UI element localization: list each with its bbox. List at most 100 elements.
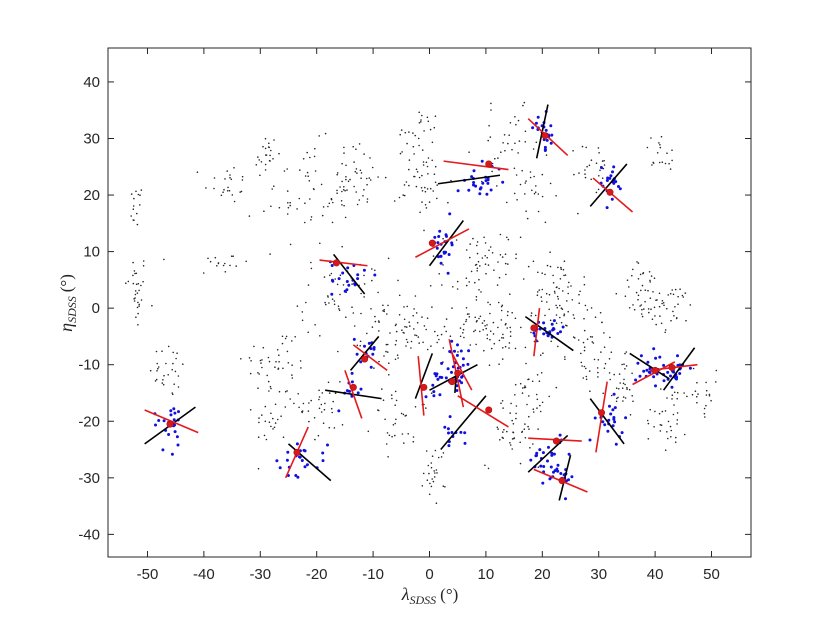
background-point [559,278,562,280]
background-point [297,393,300,395]
background-point [431,159,434,162]
background-point [491,252,494,254]
background-point [463,323,465,326]
selected-point [606,429,610,433]
background-point [582,341,585,344]
selected-point [552,327,555,330]
selected-point [556,463,560,467]
background-point [498,339,501,342]
selected-point [463,431,467,435]
background-point [440,333,443,336]
background-point [468,151,470,153]
center-marker [606,188,614,196]
background-point [387,304,389,307]
background-point [658,412,661,415]
background-point [488,364,491,367]
background-point [382,304,384,307]
background-point [660,322,663,325]
background-point [603,332,605,334]
center-marker [651,366,659,374]
background-point [321,392,324,394]
background-point [683,433,686,436]
background-point [405,181,408,183]
background-point [517,152,519,154]
background-point [555,195,557,197]
background-point [394,343,397,346]
background-point [432,480,435,483]
background-point [563,314,565,317]
background-point [489,312,491,315]
background-point [489,303,492,306]
background-point [538,289,541,291]
fit-line [527,434,569,473]
background-point [519,462,522,465]
background-point [470,270,473,273]
selected-point [532,331,536,335]
background-point [344,216,347,219]
background-point [651,164,653,166]
background-point [209,260,212,263]
alternate-line [451,353,473,391]
background-point [334,278,337,280]
background-point [172,393,174,396]
background-point [314,147,316,150]
background-point [137,282,140,285]
background-point [514,116,516,118]
selected-point [481,181,485,185]
background-point [385,343,388,346]
background-point [653,306,656,309]
background-point [523,428,526,431]
background-point [229,176,231,179]
alternate-line [443,160,509,171]
background-point [468,316,471,318]
background-point [417,137,420,140]
background-point [313,188,315,191]
background-point [445,330,448,333]
background-point [590,307,593,309]
background-point [581,145,584,148]
background-point [484,255,487,257]
background-point [202,272,205,274]
background-point [138,303,140,306]
background-point [577,339,580,341]
alternate-line [592,177,634,213]
background-point [555,386,558,389]
selected-point [654,384,657,388]
background-point [631,395,633,397]
background-point [440,456,443,458]
background-point [524,346,527,349]
background-point [142,280,144,283]
background-point [652,291,654,293]
selected-point [296,475,300,479]
background-point [602,167,605,170]
background-point [641,315,644,318]
background-point [459,327,462,329]
background-point [675,317,678,320]
background-point [664,449,667,452]
background-point [339,381,341,383]
selected-point [455,389,459,392]
selected-point [434,374,438,378]
background-point [323,408,326,411]
background-point [519,236,522,239]
background-point [603,367,606,370]
selected-point [303,449,307,453]
background-point [262,346,265,349]
background-point [500,402,502,405]
background-point [500,305,503,308]
background-point [351,306,353,309]
background-point [640,313,643,315]
background-point [596,367,599,369]
x-tick-label: 10 [478,566,495,583]
background-point [384,418,386,421]
background-point [419,211,421,214]
background-point [647,422,650,425]
background-point [513,192,516,195]
background-point [515,253,517,255]
background-point [301,410,303,413]
background-point [154,380,157,382]
background-point [556,286,558,288]
background-point [130,193,133,195]
background-point [412,440,415,443]
alternate-line [457,395,509,428]
